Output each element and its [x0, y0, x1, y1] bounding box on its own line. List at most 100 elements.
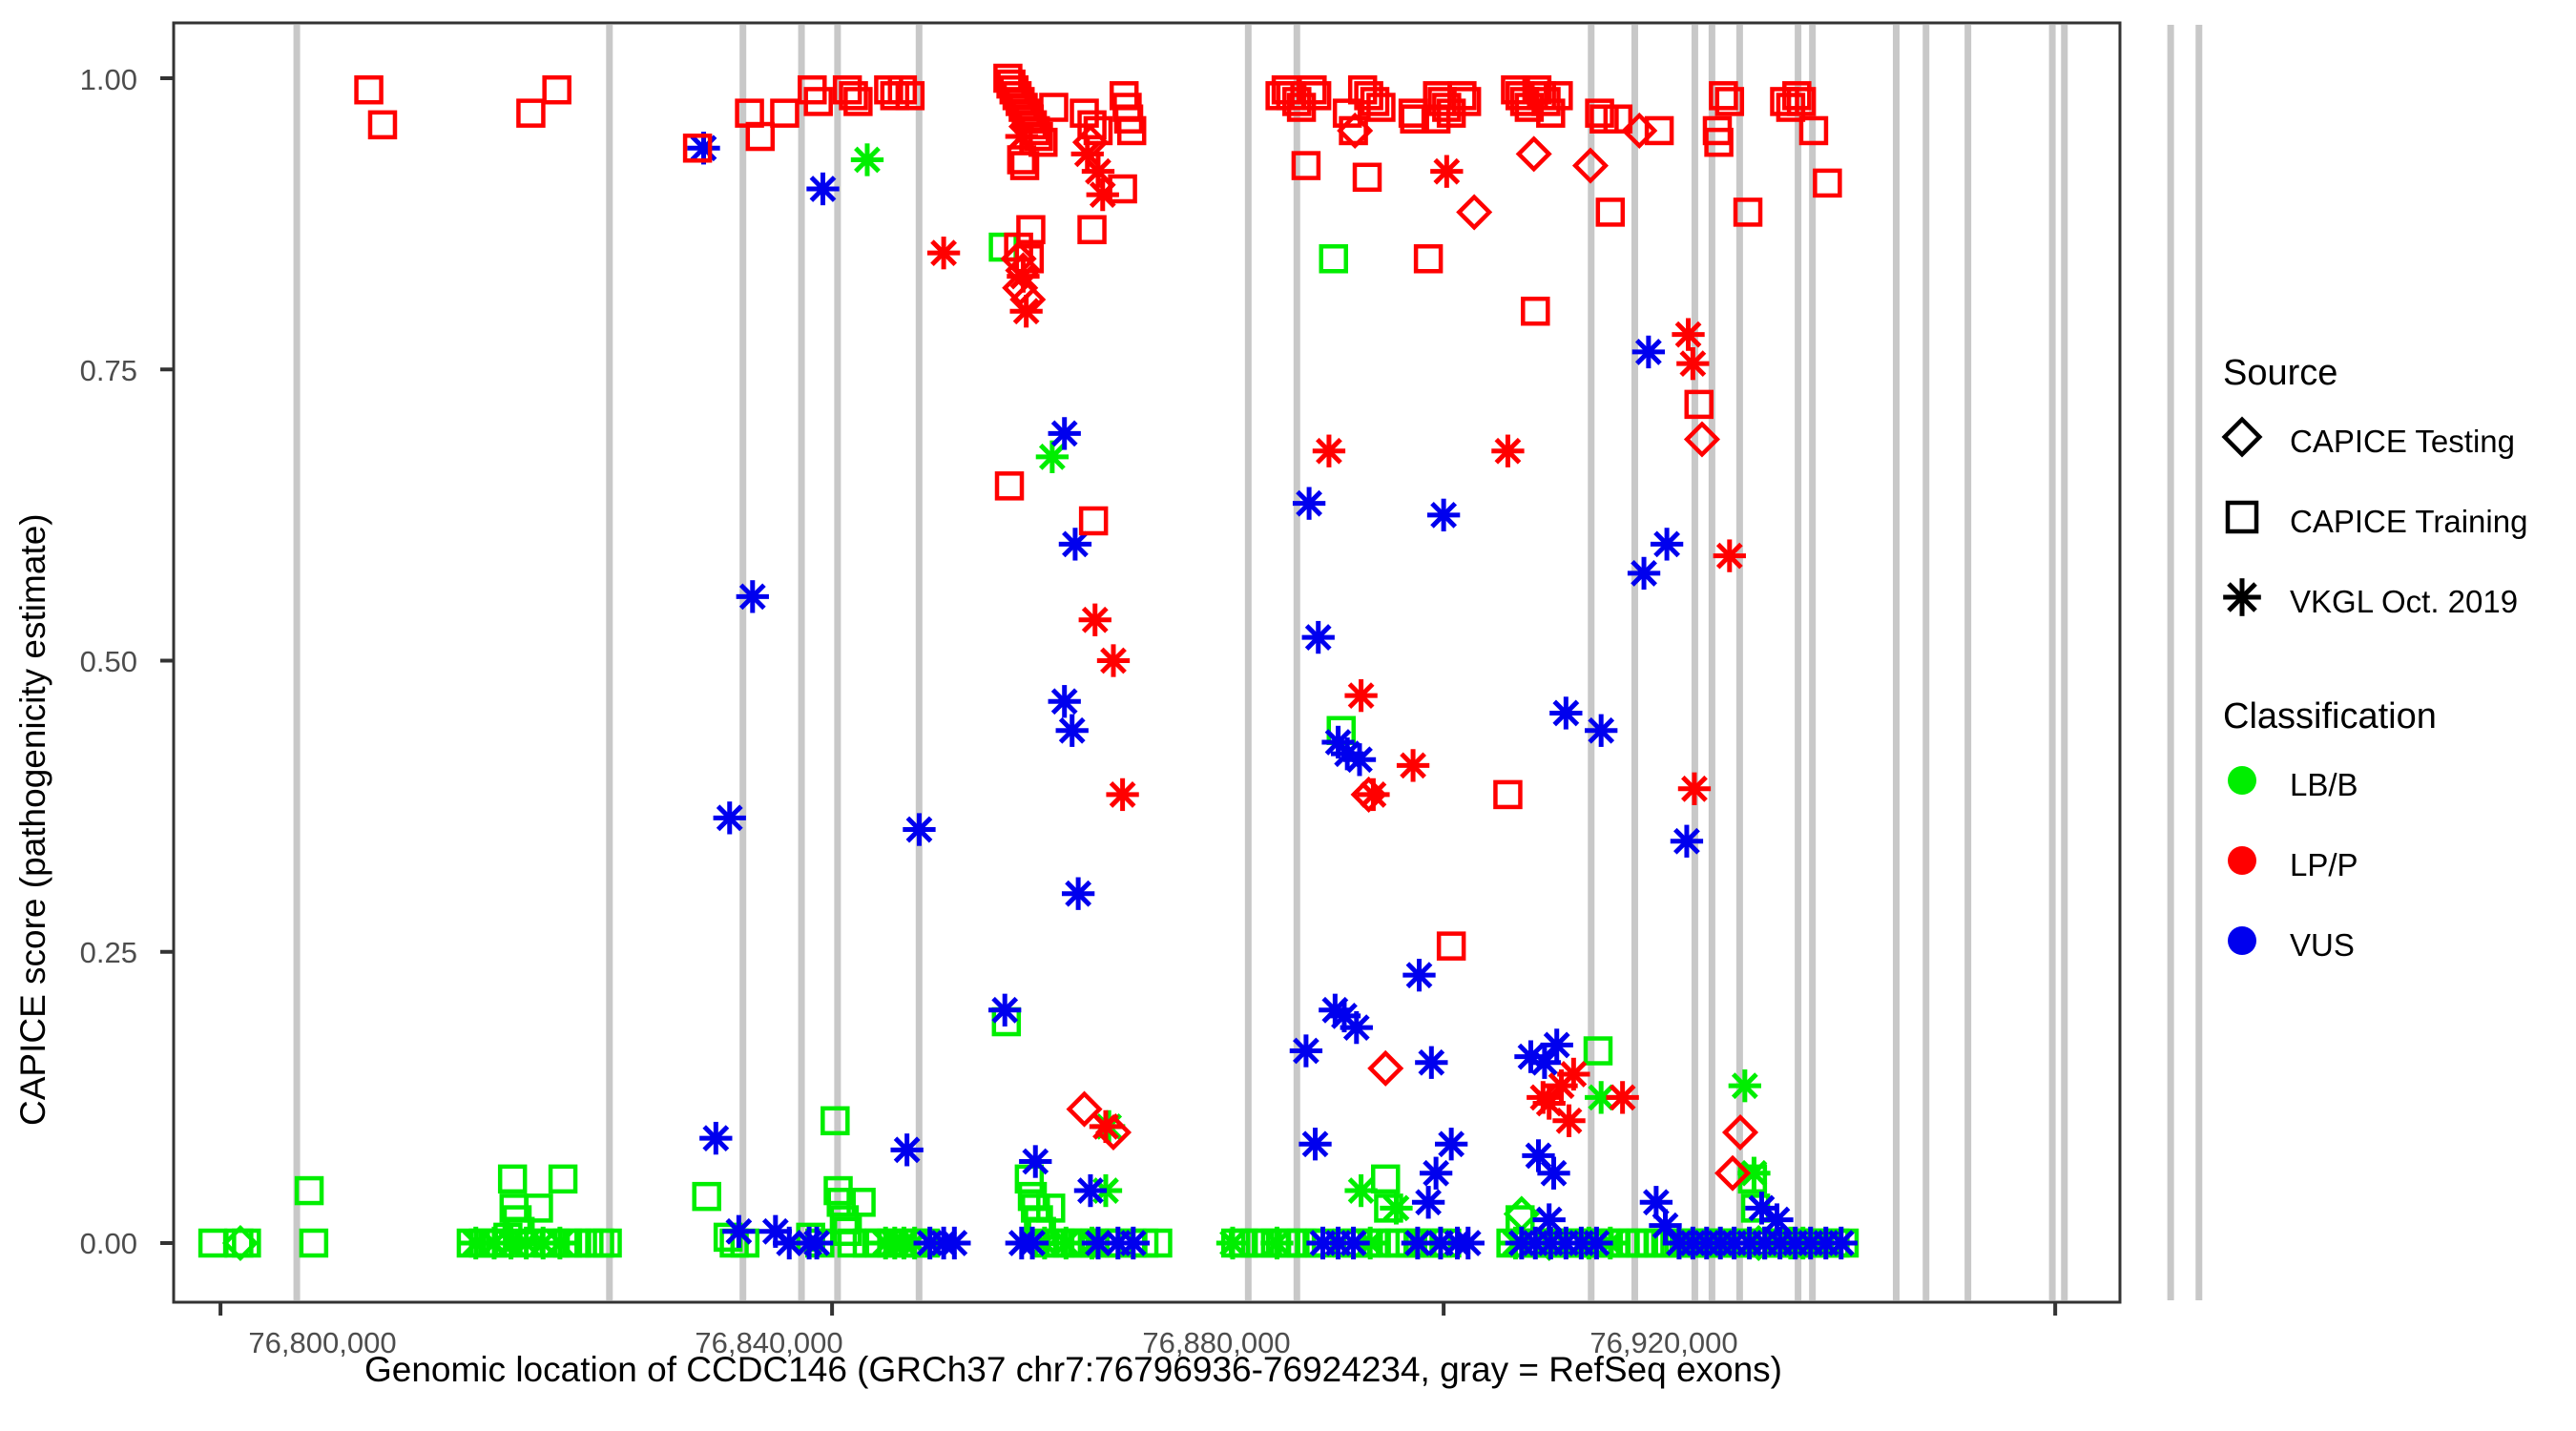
data-point-square: [1684, 389, 1714, 420]
data-point-asterisk: [1537, 1156, 1570, 1190]
data-point-square: [1077, 110, 1107, 140]
data-point-diamond: [1714, 1154, 1752, 1192]
data-point-asterisk: [1532, 1087, 1566, 1120]
data-point-asterisk: [1344, 678, 1378, 713]
data-point-square: [1521, 296, 1550, 326]
data-point-asterisk: [1415, 1046, 1448, 1079]
data-point-square: [843, 87, 873, 116]
data-point-square: [1436, 931, 1466, 961]
data-point-square: [1527, 81, 1556, 111]
data-point-diamond: [1367, 1049, 1404, 1087]
data-point-asterisk: [1073, 1173, 1108, 1208]
data-point-square: [1421, 104, 1451, 134]
data-point-asterisk: [1116, 1226, 1150, 1260]
data-point-asterisk: [1337, 1226, 1370, 1260]
data-point-asterisk: [1301, 620, 1335, 654]
data-point-asterisk: [1035, 440, 1070, 473]
data-point-square: [837, 1228, 867, 1258]
data-point-asterisk: [1396, 749, 1430, 782]
legend-source-title: Source: [2223, 353, 2338, 393]
data-point-square: [1116, 115, 1147, 146]
data-point-asterisk: [1081, 155, 1115, 188]
data-point-asterisk: [988, 993, 1022, 1027]
data-point-square: [197, 1228, 228, 1258]
data-point-asterisk: [938, 1226, 971, 1260]
data-point-asterisk: [1292, 487, 1326, 520]
data-point-asterisk: [736, 580, 769, 613]
data-point-square: [367, 110, 398, 140]
data-point-asterisk: [1344, 1173, 1378, 1208]
x-tick-label-2: 76,880,000: [1142, 1326, 1291, 1359]
data-point-square: [1536, 98, 1566, 128]
data-point-square: [994, 471, 1025, 501]
data-point-asterisk: [1007, 259, 1040, 293]
data-point-square: [524, 1193, 553, 1223]
data-point-square: [1544, 81, 1573, 111]
data-point-square: [1704, 127, 1734, 157]
data-point-asterisk: [1048, 417, 1081, 450]
data-point-asterisk: [1342, 743, 1377, 777]
data-point-asterisk: [903, 813, 936, 846]
legend-source-item-2-label: VKGL Oct. 2019: [2290, 584, 2519, 619]
data-point-square: [1039, 93, 1069, 122]
data-point-square: [1493, 779, 1523, 810]
data-point-diamond: [1721, 1113, 1759, 1151]
data-point-square: [1782, 81, 1812, 111]
data-point-square: [1298, 74, 1327, 105]
data-point-square: [839, 81, 868, 111]
data-point-diamond: [1683, 421, 1721, 458]
data-point-asterisk: [1670, 824, 1704, 858]
data-point-asterisk: [1737, 1156, 1771, 1190]
data-point-square: [1644, 115, 1674, 146]
data-point-asterisk: [1728, 1069, 1761, 1103]
data-point-asterisk: [1557, 1057, 1590, 1091]
data-point-asterisk: [1434, 1128, 1468, 1161]
data-point-asterisk: [800, 1226, 834, 1260]
data-point-asterisk: [1527, 1046, 1562, 1079]
data-point-square: [1400, 104, 1429, 134]
data-point-square: [1319, 244, 1349, 274]
data-point-square: [1709, 81, 1738, 111]
data-point-square: [1360, 87, 1390, 116]
legend-classification-title: Classification: [2223, 696, 2437, 736]
data-point-asterisk: [1061, 877, 1095, 910]
data-point-diamond: [1621, 112, 1658, 149]
data-point-asterisk: [543, 1226, 577, 1260]
data-point-square: [1009, 151, 1040, 180]
legend-key-diamond-icon: [2221, 416, 2263, 458]
data-point-square: [988, 232, 1018, 262]
data-point-asterisk: [1055, 714, 1089, 747]
data-point-square: [542, 74, 571, 105]
data-point-asterisk: [1070, 137, 1104, 171]
data-point-asterisk: [1650, 528, 1684, 561]
data-point-square: [1451, 87, 1482, 116]
data-point-asterisk: [1585, 714, 1618, 747]
data-point-asterisk: [1340, 1010, 1373, 1045]
data-point-square: [1585, 98, 1614, 128]
data-point-square: [846, 1188, 876, 1217]
legend-key-dot-icon: [2228, 766, 2256, 795]
y-tick-label-2: 0.50: [79, 645, 137, 678]
data-point-diamond: [1571, 147, 1610, 184]
data-point-asterisk: [1549, 696, 1583, 730]
y-tick-label-0: 0.00: [79, 1227, 137, 1260]
y-axis-title: CAPICE score (pathogenicity estimate): [13, 513, 52, 1126]
data-point-square: [1352, 162, 1382, 193]
data-point-square: [803, 87, 833, 116]
data-point-square: [1366, 93, 1396, 122]
panel-border: [172, 21, 2122, 1304]
data-point-square: [826, 1188, 856, 1217]
data-point-diamond: [1456, 194, 1493, 231]
data-point-asterisk: [1298, 1128, 1332, 1161]
data-point-diamond: [1337, 112, 1374, 149]
legend-source-item-1-label: CAPICE Training: [2290, 504, 2528, 539]
data-point-square: [1603, 104, 1633, 134]
data-point-asterisk: [1078, 603, 1111, 636]
data-point-asterisk: [713, 801, 746, 835]
x-tick-label-0: 76,800,000: [248, 1326, 397, 1359]
data-point-asterisk: [1426, 498, 1461, 532]
data-point-asterisk: [1015, 1226, 1049, 1260]
data-point-asterisk: [1086, 177, 1119, 212]
data-point-square: [1413, 244, 1444, 274]
